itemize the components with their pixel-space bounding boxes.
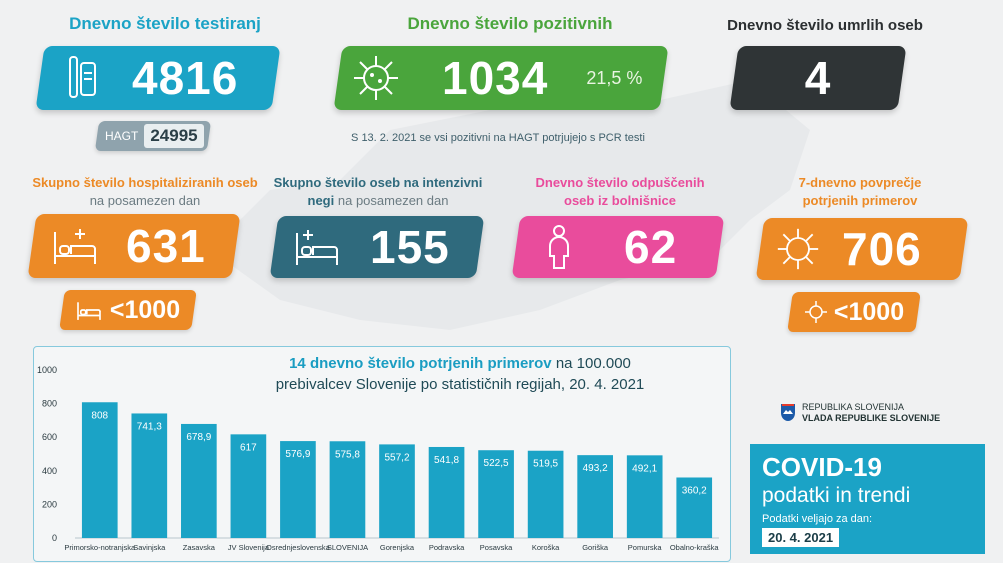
avg7-sub-card: <1000 — [787, 292, 921, 332]
x-tick-label: Gorenjska — [380, 543, 415, 552]
x-tick-label: Primorsko-notranjska — [64, 543, 136, 552]
y-tick-label: 0 — [52, 533, 57, 543]
hospitalized-sub-card: <1000 — [59, 290, 197, 330]
x-tick-label: Osrednjeslovenska — [266, 543, 331, 552]
bar-value-label: 617 — [240, 442, 257, 453]
x-tick-label: Zasavska — [183, 543, 216, 552]
positive-heading: Dnevno število pozitivnih — [407, 14, 613, 33]
x-tick-label: Podravska — [429, 543, 465, 552]
positive-value: 1034 — [442, 52, 549, 104]
y-tick-label: 400 — [42, 466, 57, 476]
chart-title: 14 dnevno število potrjenih primerov na … — [275, 355, 645, 393]
bar — [81, 402, 118, 538]
hospitalized-sub-value: <1000 — [109, 295, 181, 324]
testing-card: 4816 — [35, 46, 281, 110]
hospitalized-heading: Skupno število hospitaliziranih oseb na … — [32, 175, 258, 208]
positive-card: 1034 21,5 % — [333, 46, 669, 110]
icu-card: 155 — [269, 216, 485, 278]
x-tick-label: Savinjska — [133, 543, 166, 552]
avg7-sub-value: <1000 — [833, 297, 905, 326]
bar-value-label: 557,2 — [384, 452, 409, 463]
hospital-bed-icon — [77, 302, 101, 320]
hospitalized-card: 631 — [27, 214, 241, 278]
bar-value-label: 519,5 — [533, 459, 558, 470]
bar — [379, 444, 415, 538]
y-tick-label: 200 — [42, 499, 57, 509]
avg7-value: 706 — [842, 223, 922, 275]
bar — [280, 441, 316, 538]
covid-info-box: COVID-19 podatki in trendi Podatki velja… — [750, 444, 985, 554]
discharged-heading: Dnevno število odpuščenih oseb iz bolnišn… — [535, 175, 705, 208]
bar-value-label: 678,9 — [186, 432, 211, 443]
bar — [478, 450, 514, 538]
bar — [626, 455, 663, 538]
deaths-value: 4 — [804, 52, 832, 104]
testing-value: 4816 — [132, 52, 239, 104]
bar-value-label: 493,2 — [583, 463, 608, 474]
hagt-badge: HAGT 24995 — [94, 121, 212, 151]
bar-value-label: 808 — [91, 410, 108, 421]
bar — [329, 441, 366, 538]
hagt-label: HAGT — [105, 129, 139, 143]
hagt-pcr-note: S 13. 2. 2021 se vsi pozitivni na HAGT p… — [351, 132, 645, 144]
bar-value-label: 492,1 — [632, 463, 657, 474]
deaths-heading: Dnevno število umrlih oseb — [727, 17, 923, 34]
discharged-card: 62 — [511, 216, 725, 278]
person-icon — [549, 225, 569, 269]
bar-value-label: 541,8 — [434, 455, 459, 466]
covid-subtitle: podatki in trendi — [762, 484, 911, 507]
y-tick-label: 1000 — [37, 365, 57, 375]
x-tick-label: Posavska — [480, 543, 513, 552]
y-tick-label: 800 — [42, 399, 57, 409]
x-tick-label: Goriška — [582, 543, 609, 552]
covid-valid-label: Podatki veljajo za dan: — [762, 513, 873, 525]
gov-line2: VLADA REPUBLIKE SLOVENIJE — [802, 413, 941, 423]
test-kit-icon — [69, 56, 96, 98]
covid-date: 20. 4. 2021 — [762, 528, 840, 547]
virus-icon — [354, 56, 398, 100]
bar-value-label: 575,8 — [335, 449, 360, 460]
bar-value-label: 576,9 — [285, 449, 310, 460]
x-tick-label: JV Slovenija — [228, 543, 270, 552]
hagt-value: 24995 — [144, 124, 204, 148]
x-tick-label: Obalno-kraška — [670, 543, 720, 552]
testing-heading: Dnevno število testiranj — [69, 14, 261, 33]
icu-heading: Skupno število oseb na intenzivni negi n… — [273, 175, 483, 208]
slovenia-coat-of-arms-icon — [781, 404, 795, 421]
x-tick-label: Koroška — [532, 543, 560, 552]
icu-value: 155 — [370, 221, 450, 273]
hospitalized-value: 631 — [126, 220, 206, 272]
virus-icon — [804, 301, 827, 323]
slovenia-map-background — [210, 80, 810, 330]
x-tick-label: SLOVENIJA — [327, 543, 368, 552]
bar — [577, 455, 613, 538]
deaths-card: 4 — [729, 46, 907, 110]
bar-value-label: 741,3 — [137, 421, 162, 432]
regional-bar-chart: 0 200 400 600 800 1000 808 Primorsko-notranjska… — [37, 365, 720, 552]
bar — [131, 413, 168, 538]
hospital-bed-icon — [54, 229, 96, 264]
bar — [230, 434, 267, 538]
bar-value-label: 360,2 — [682, 485, 707, 496]
bar-value-label: 522,5 — [484, 458, 509, 469]
discharged-value: 62 — [624, 221, 678, 273]
bar — [527, 450, 564, 538]
bar — [428, 446, 465, 538]
avg7-card: 706 — [755, 218, 969, 280]
virus-icon — [777, 228, 819, 270]
gov-line1: REPUBLIKA SLOVENIJA — [802, 402, 905, 412]
bar — [181, 423, 217, 538]
avg7-heading: 7-dnevno povprečje potrjenih primerov — [798, 175, 922, 208]
x-tick-label: Pomurska — [628, 543, 663, 552]
hospital-bed-icon — [296, 230, 339, 265]
bar — [676, 477, 713, 538]
positive-percent: 21,5 % — [586, 67, 643, 88]
government-logo: REPUBLIKA SLOVENIJA VLADA REPUBLIKE SLOV… — [780, 402, 940, 424]
covid-title: COVID-19 — [762, 452, 882, 482]
y-tick-label: 600 — [42, 432, 57, 442]
